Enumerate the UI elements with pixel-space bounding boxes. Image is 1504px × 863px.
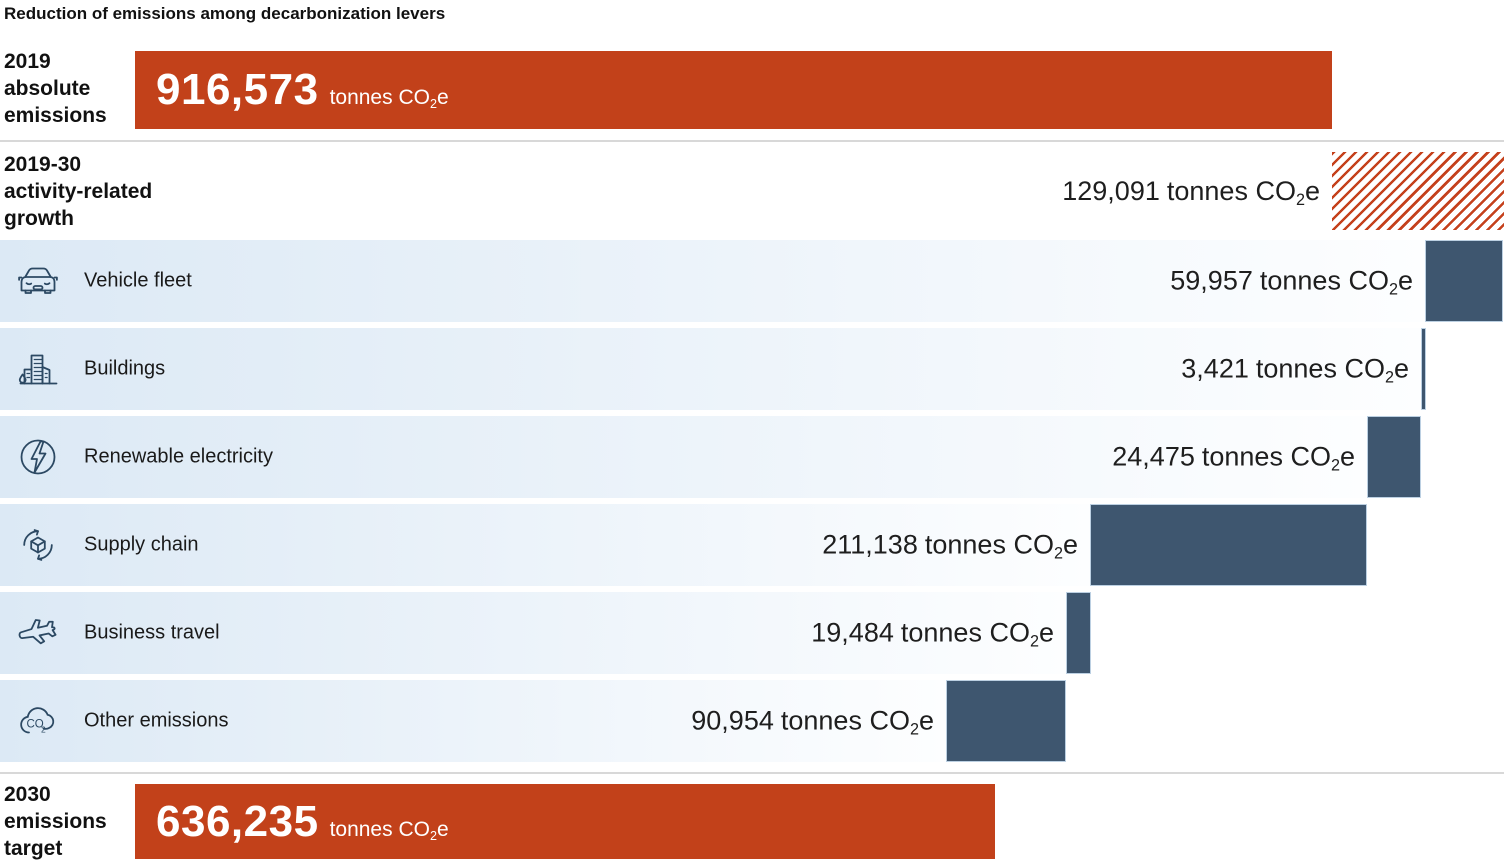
label-activity-growth: 2019-30 activity-related growth <box>4 153 153 230</box>
bar-buildings <box>1421 328 1426 410</box>
bar-renewable-electricity <box>1367 416 1421 498</box>
row-vehicle-fleet: Vehicle fleet 59,957 tonnes CO2e <box>0 240 1503 322</box>
category-label: Supply chain <box>84 533 199 556</box>
category-value: 24,475 tonnes CO2e <box>1112 441 1355 475</box>
unit-2030: tonnes CO2e <box>329 817 449 843</box>
separator-top <box>0 140 1504 142</box>
svg-text:2: 2 <box>41 725 46 735</box>
unit-2019: tonnes CO2e <box>329 86 449 112</box>
svg-text:CO: CO <box>27 719 44 731</box>
row-other-emissions: CO 2 Other emissions 90,954 tonnes CO2e <box>0 680 1066 762</box>
bar-2030-emissions-target: 636,235 tonnes CO2e <box>135 784 995 859</box>
row-business-travel: Business travel 19,484 tonnes CO2e <box>0 592 1091 674</box>
category-label: Renewable electricity <box>84 445 273 468</box>
bar-2019-absolute-emissions: 916,573 tonnes CO2e <box>135 51 1332 129</box>
category-value: 19,484 tonnes CO2e <box>811 617 1054 651</box>
bar-activity-growth-hatched <box>1332 152 1504 230</box>
row-renewable-electricity: Renewable electricity 24,475 tonnes CO2e <box>0 416 1421 498</box>
value-activity-growth: 129,091 tonnes CO2e <box>1062 175 1320 209</box>
buildings-icon <box>18 354 58 385</box>
bar-business-travel <box>1066 592 1091 674</box>
row-buildings: Buildings 3,421 tonnes CO2e <box>0 328 1426 410</box>
category-value: 211,138 tonnes CO2e <box>822 529 1078 563</box>
category-label: Vehicle fleet <box>84 269 192 292</box>
row-supply-chain: Supply chain 211,138 tonnes CO2e <box>0 504 1367 586</box>
category-label: Buildings <box>84 357 166 380</box>
value-2030: 636,235 <box>156 796 319 846</box>
separator-bottom <box>0 772 1504 774</box>
value-2019: 916,573 <box>156 65 319 114</box>
chart-title: Reduction of emissions among decarboniza… <box>4 4 446 23</box>
category-value: 3,421 tonnes CO2e <box>1181 353 1409 387</box>
supply-chain-icon <box>23 529 53 561</box>
bar-vehicle-fleet <box>1425 240 1503 322</box>
bar-other-emissions <box>946 680 1066 762</box>
category-value: 90,954 tonnes CO2e <box>691 705 934 739</box>
label-2019-absolute-emissions: 2019 absolute emissions <box>4 50 107 127</box>
lightning-icon <box>20 439 56 475</box>
airplane-icon <box>18 619 57 645</box>
bar-supply-chain <box>1090 504 1367 586</box>
co2-cloud-icon: CO 2 <box>20 707 55 735</box>
category-label: Business travel <box>84 621 220 644</box>
car-icon <box>18 267 58 294</box>
category-value: 59,957 tonnes CO2e <box>1170 265 1413 299</box>
label-2030-emissions-target: 2030 emissions target <box>4 783 107 860</box>
category-label: Other emissions <box>84 709 229 732</box>
